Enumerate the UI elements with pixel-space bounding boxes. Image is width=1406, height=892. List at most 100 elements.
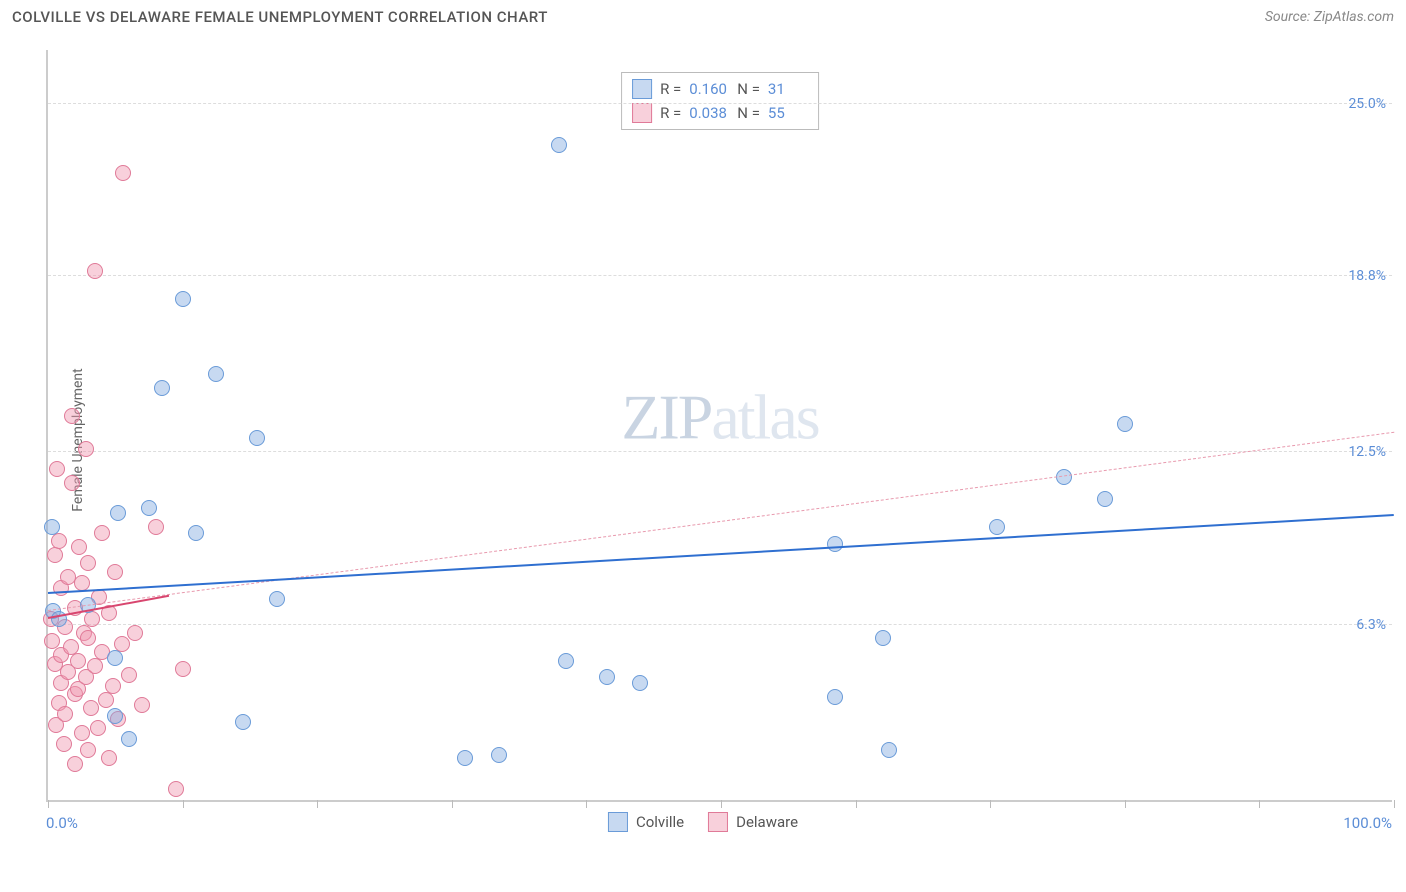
scatter-point xyxy=(121,731,137,747)
scatter-point xyxy=(87,658,103,674)
grid-line xyxy=(48,624,1392,625)
x-tick xyxy=(1125,800,1126,808)
x-tick xyxy=(1259,800,1260,808)
scatter-point xyxy=(827,536,843,552)
scatter-point xyxy=(989,519,1005,535)
scatter-point xyxy=(457,750,473,766)
watermark: ZIPatlas xyxy=(621,381,818,455)
scatter-point xyxy=(70,653,86,669)
scatter-point xyxy=(110,505,126,521)
y-tick-label: 6.3% xyxy=(1356,617,1386,633)
stat-r-value: 0.160 xyxy=(689,80,729,98)
scatter-point xyxy=(881,742,897,758)
x-tick xyxy=(452,800,453,808)
scatter-point xyxy=(107,564,123,580)
scatter-point xyxy=(51,533,67,549)
scatter-point xyxy=(154,380,170,396)
scatter-point xyxy=(107,650,123,666)
stat-n-value: 31 xyxy=(768,80,808,98)
scatter-point xyxy=(49,461,65,477)
scatter-point xyxy=(235,714,251,730)
stat-r-value: 0.038 xyxy=(689,104,729,122)
legend-item: Delaware xyxy=(708,812,798,832)
scatter-point xyxy=(64,475,80,491)
scatter-point xyxy=(188,525,204,541)
trend-line xyxy=(48,514,1394,594)
chart-container: Female Unemployment ZIPatlas R =0.160N =… xyxy=(0,30,1406,850)
scatter-point xyxy=(134,697,150,713)
scatter-point xyxy=(57,706,73,722)
scatter-point xyxy=(84,611,100,627)
scatter-point xyxy=(74,575,90,591)
scatter-point xyxy=(168,781,184,797)
scatter-point xyxy=(74,725,90,741)
swatch-icon xyxy=(632,79,652,99)
swatch-icon xyxy=(708,812,728,832)
legend-label: Colville xyxy=(636,813,684,831)
scatter-point xyxy=(44,519,60,535)
grid-line xyxy=(48,451,1392,452)
scatter-point xyxy=(87,263,103,279)
y-tick-label: 12.5% xyxy=(1348,444,1386,460)
swatch-icon xyxy=(608,812,628,832)
scatter-point xyxy=(551,137,567,153)
x-axis-max: 100.0% xyxy=(1343,814,1392,832)
scatter-point xyxy=(71,539,87,555)
x-tick xyxy=(586,800,587,808)
scatter-point xyxy=(148,519,164,535)
scatter-point xyxy=(80,742,96,758)
stats-row: R = 0.160 N = 31 xyxy=(632,77,808,101)
swatch-icon xyxy=(632,103,652,123)
x-tick xyxy=(317,800,318,808)
stat-r-label: R = xyxy=(660,80,681,98)
scatter-point xyxy=(90,720,106,736)
legend-label: Delaware xyxy=(736,813,798,831)
stat-n-label: N = xyxy=(737,80,760,98)
scatter-point xyxy=(101,750,117,766)
scatter-point xyxy=(827,689,843,705)
stats-row: R = 0.038 N = 55 xyxy=(632,101,808,125)
scatter-point xyxy=(105,678,121,694)
y-tick-label: 18.8% xyxy=(1348,268,1386,284)
scatter-point xyxy=(98,692,114,708)
scatter-point xyxy=(64,408,80,424)
scatter-point xyxy=(1117,416,1133,432)
scatter-point xyxy=(249,430,265,446)
scatter-point xyxy=(67,756,83,772)
series-legend: Colville Delaware xyxy=(608,812,798,832)
scatter-point xyxy=(491,747,507,763)
scatter-point xyxy=(80,630,96,646)
y-tick-label: 25.0% xyxy=(1348,96,1386,112)
grid-line xyxy=(48,275,1392,276)
x-tick xyxy=(1394,800,1395,808)
scatter-point xyxy=(599,669,615,685)
scatter-point xyxy=(94,525,110,541)
stats-legend: R = 0.160 N = 31 R = 0.038 N = 55 xyxy=(621,72,819,130)
x-tick xyxy=(721,800,722,808)
chart-title: COLVILLE VS DELAWARE FEMALE UNEMPLOYMENT… xyxy=(12,8,548,26)
scatter-point xyxy=(107,708,123,724)
scatter-point xyxy=(175,661,191,677)
scatter-point xyxy=(127,625,143,641)
stat-n-value: 55 xyxy=(768,104,808,122)
scatter-point xyxy=(175,291,191,307)
scatter-point xyxy=(632,675,648,691)
scatter-point xyxy=(47,547,63,563)
x-tick xyxy=(990,800,991,808)
scatter-point xyxy=(269,591,285,607)
grid-line xyxy=(48,103,1392,104)
x-tick xyxy=(183,800,184,808)
scatter-point xyxy=(83,700,99,716)
scatter-point xyxy=(115,165,131,181)
scatter-point xyxy=(78,441,94,457)
trend-line xyxy=(48,431,1394,610)
stat-r-label: R = xyxy=(660,104,681,122)
x-tick xyxy=(48,800,49,808)
scatter-point xyxy=(141,500,157,516)
scatter-point xyxy=(208,366,224,382)
scatter-point xyxy=(1097,491,1113,507)
stat-n-label: N = xyxy=(737,104,760,122)
scatter-point xyxy=(80,555,96,571)
scatter-point xyxy=(875,630,891,646)
x-tick xyxy=(856,800,857,808)
